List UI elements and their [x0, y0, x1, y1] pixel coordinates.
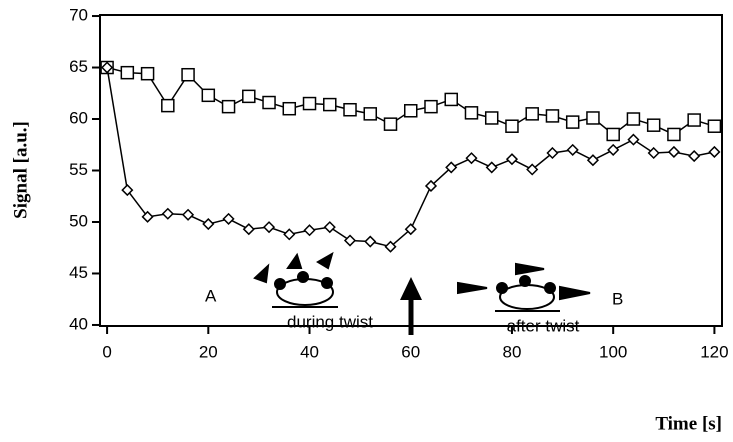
- diamond-marker: [141, 210, 154, 223]
- diamond-marker: [667, 145, 680, 159]
- square-marker: [181, 67, 195, 82]
- diamond-marker: [546, 146, 559, 160]
- square-marker: [221, 99, 236, 114]
- y-tick-label: 70: [69, 6, 88, 25]
- diamond-marker: [101, 61, 114, 74]
- diamond-marker: [708, 145, 721, 159]
- square-marker: [302, 96, 317, 111]
- square-marker: [403, 104, 418, 118]
- diamond-marker: [566, 143, 579, 156]
- square-marker: [262, 95, 276, 110]
- square-marker: [707, 119, 722, 133]
- square-marker: [667, 127, 681, 142]
- square-marker: [424, 99, 438, 114]
- y-tick-label: 50: [69, 211, 88, 230]
- annotation: after twist: [507, 316, 580, 335]
- annotation: A: [205, 286, 217, 305]
- square-marker: [687, 113, 701, 127]
- square-marker: [565, 115, 580, 129]
- x-tick-label: 100: [599, 342, 627, 361]
- square-marker: [343, 102, 357, 117]
- diamond-marker: [182, 208, 195, 221]
- diamond-marker: [161, 207, 174, 220]
- annotation: B: [612, 289, 623, 308]
- square-marker: [586, 111, 600, 125]
- diamond-marker: [364, 235, 377, 248]
- square-marker: [525, 107, 539, 121]
- square-marker: [464, 106, 479, 120]
- diamond-marker: [688, 150, 701, 163]
- cell-icon: [253, 251, 338, 308]
- square-marker: [505, 119, 519, 133]
- series-line: [106, 66, 715, 136]
- x-tick-label: 80: [503, 342, 522, 361]
- diamond-marker: [262, 221, 276, 234]
- diamond-marker: [586, 154, 600, 167]
- square-marker: [161, 98, 175, 113]
- square-marker: [606, 127, 620, 142]
- diamond-marker: [485, 161, 498, 174]
- diamond-marker: [424, 179, 438, 193]
- series-line: [106, 67, 715, 248]
- cell-icon: [457, 262, 591, 312]
- square-marker: [140, 66, 155, 81]
- diamond-marker: [242, 223, 255, 236]
- diamond-marker: [303, 224, 316, 237]
- square-marker: [444, 92, 458, 107]
- square-marker: [484, 111, 499, 125]
- x-axis-label: Time [s]: [655, 413, 722, 434]
- diamond-marker: [647, 146, 660, 160]
- square-marker: [242, 89, 256, 104]
- y-tick-label: 65: [69, 57, 88, 76]
- diamond-marker: [283, 228, 296, 241]
- square-marker: [646, 118, 661, 132]
- y-tick-label: 45: [69, 263, 88, 282]
- square-marker: [383, 117, 398, 131]
- x-tick-label: 120: [700, 342, 728, 361]
- square-marker: [363, 107, 378, 121]
- diamond-marker: [121, 184, 134, 197]
- diamond-marker: [343, 234, 357, 247]
- x-tick-label: 60: [401, 342, 420, 361]
- diamond-marker: [505, 153, 519, 166]
- diamond-marker: [445, 161, 458, 174]
- diamond-marker: [627, 133, 640, 146]
- y-tick-label: 40: [69, 314, 88, 333]
- square-marker: [323, 97, 337, 112]
- square-marker: [626, 112, 641, 126]
- diamond-marker: [222, 212, 235, 225]
- y-axis-label: Signal [a.u.]: [10, 121, 31, 219]
- x-tick-label: 0: [102, 342, 111, 361]
- diamond-marker: [404, 223, 417, 236]
- y-tick-label: 60: [69, 108, 88, 127]
- y-tick-label: 55: [69, 160, 88, 179]
- x-tick-label: 40: [300, 342, 319, 361]
- annotation: during twist: [287, 312, 373, 331]
- square-marker: [120, 65, 135, 80]
- square-marker: [201, 88, 216, 103]
- diamond-marker: [384, 240, 397, 253]
- diamond-marker: [526, 163, 539, 176]
- diamond-marker: [607, 143, 620, 156]
- diamond-marker: [202, 217, 215, 231]
- x-tick-label: 20: [199, 342, 218, 361]
- diamond-marker: [323, 221, 336, 234]
- square-marker: [545, 109, 560, 123]
- square-marker: [282, 101, 297, 116]
- diamond-marker: [465, 152, 478, 165]
